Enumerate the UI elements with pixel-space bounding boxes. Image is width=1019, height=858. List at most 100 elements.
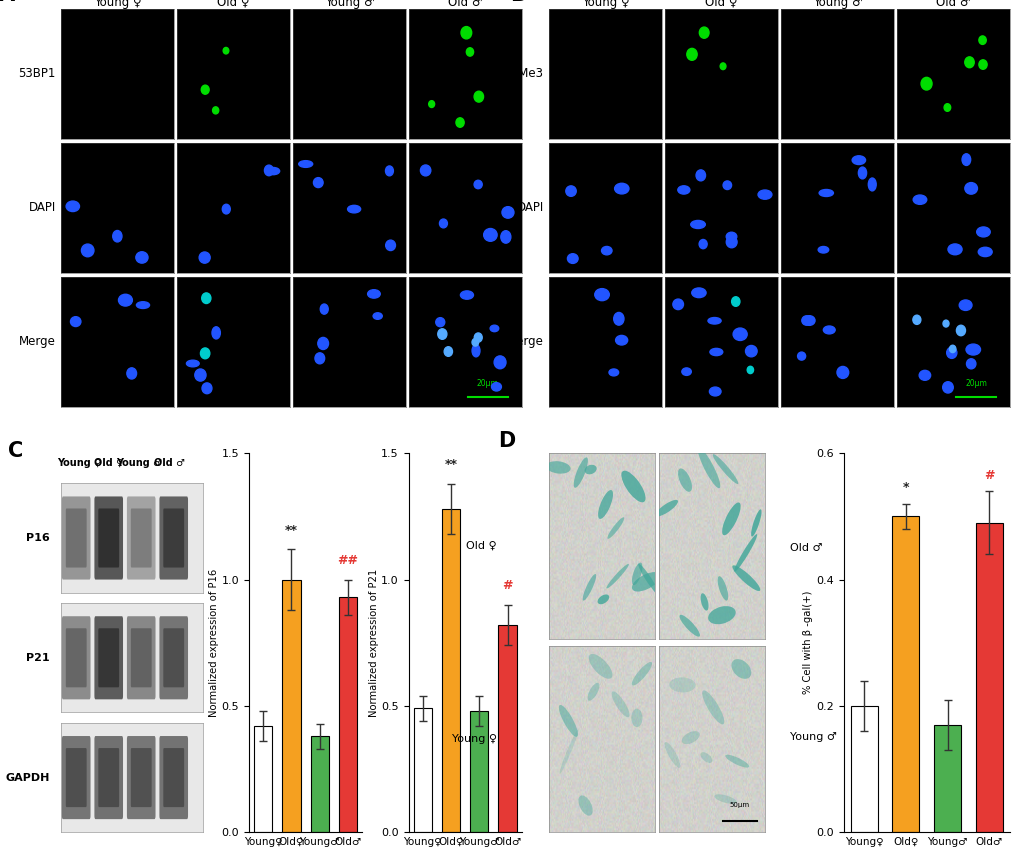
- Ellipse shape: [558, 705, 578, 737]
- FancyBboxPatch shape: [130, 628, 152, 687]
- Title: Young ♀: Young ♀: [581, 0, 629, 9]
- Ellipse shape: [837, 366, 848, 378]
- Ellipse shape: [858, 167, 866, 178]
- Ellipse shape: [797, 352, 805, 360]
- Ellipse shape: [582, 574, 595, 601]
- Ellipse shape: [212, 327, 220, 339]
- Ellipse shape: [608, 369, 619, 376]
- Ellipse shape: [137, 302, 150, 309]
- Ellipse shape: [817, 246, 827, 253]
- Ellipse shape: [732, 565, 759, 591]
- Ellipse shape: [681, 368, 691, 376]
- Ellipse shape: [757, 190, 771, 199]
- Ellipse shape: [420, 165, 430, 176]
- Ellipse shape: [632, 572, 659, 591]
- Circle shape: [747, 366, 753, 373]
- FancyBboxPatch shape: [163, 509, 184, 567]
- Ellipse shape: [66, 201, 79, 212]
- Circle shape: [202, 293, 211, 304]
- Title: Young ♂: Young ♂: [812, 0, 861, 9]
- Ellipse shape: [946, 347, 956, 359]
- Text: **: **: [284, 523, 298, 536]
- Ellipse shape: [707, 606, 735, 625]
- Ellipse shape: [912, 195, 926, 204]
- Ellipse shape: [700, 593, 708, 611]
- Circle shape: [912, 315, 920, 324]
- Y-axis label: H3K9Me3: H3K9Me3: [487, 67, 543, 80]
- Ellipse shape: [721, 503, 740, 535]
- FancyBboxPatch shape: [130, 748, 152, 807]
- Ellipse shape: [299, 160, 313, 167]
- Ellipse shape: [126, 368, 137, 379]
- Text: C: C: [7, 441, 22, 462]
- Y-axis label: DAPI: DAPI: [516, 201, 543, 214]
- Text: 50μm: 50μm: [729, 802, 749, 808]
- Ellipse shape: [725, 755, 749, 768]
- Ellipse shape: [621, 471, 645, 502]
- Circle shape: [437, 329, 446, 339]
- Ellipse shape: [587, 683, 599, 701]
- FancyBboxPatch shape: [98, 748, 119, 807]
- Ellipse shape: [195, 369, 206, 381]
- Ellipse shape: [678, 186, 689, 194]
- Title: Young ♀: Young ♀: [94, 0, 142, 9]
- Ellipse shape: [709, 387, 720, 396]
- Circle shape: [461, 27, 471, 39]
- Ellipse shape: [320, 304, 328, 314]
- FancyBboxPatch shape: [62, 497, 91, 579]
- Ellipse shape: [578, 795, 592, 816]
- Circle shape: [201, 348, 210, 359]
- FancyBboxPatch shape: [66, 509, 87, 567]
- Ellipse shape: [315, 353, 324, 364]
- Ellipse shape: [613, 312, 624, 325]
- Ellipse shape: [566, 186, 576, 196]
- Ellipse shape: [726, 233, 736, 241]
- Ellipse shape: [615, 335, 627, 345]
- Ellipse shape: [942, 382, 953, 393]
- Text: Old ♂: Old ♂: [154, 458, 184, 468]
- Y-axis label: % Cell with β -gal(+): % Cell with β -gal(+): [803, 591, 812, 694]
- Circle shape: [466, 48, 473, 56]
- Bar: [470, 711, 488, 832]
- Text: D: D: [498, 431, 516, 451]
- Ellipse shape: [698, 239, 706, 249]
- Bar: [933, 725, 960, 832]
- Ellipse shape: [961, 154, 970, 166]
- Ellipse shape: [597, 490, 612, 519]
- Ellipse shape: [136, 251, 148, 263]
- Ellipse shape: [501, 207, 514, 218]
- Circle shape: [943, 320, 948, 327]
- Ellipse shape: [606, 517, 624, 539]
- FancyBboxPatch shape: [163, 748, 184, 807]
- Ellipse shape: [614, 184, 629, 194]
- Ellipse shape: [606, 564, 628, 589]
- Circle shape: [443, 347, 452, 356]
- Circle shape: [949, 345, 955, 353]
- Text: **: **: [444, 458, 458, 471]
- Ellipse shape: [731, 659, 751, 679]
- Bar: [338, 597, 357, 832]
- Text: Old ♀: Old ♀: [94, 458, 123, 468]
- Ellipse shape: [947, 244, 961, 255]
- Y-axis label: Normalized expression of P16: Normalized expression of P16: [209, 569, 219, 716]
- Text: Young ♂: Young ♂: [789, 733, 836, 742]
- Y-axis label: DAPI: DAPI: [29, 201, 56, 214]
- Ellipse shape: [267, 167, 279, 175]
- Bar: [282, 579, 301, 832]
- Ellipse shape: [801, 316, 811, 325]
- Ellipse shape: [664, 742, 680, 768]
- Ellipse shape: [500, 231, 511, 243]
- Ellipse shape: [712, 454, 738, 484]
- Ellipse shape: [697, 448, 719, 488]
- Bar: [892, 517, 918, 832]
- Text: 20μm: 20μm: [964, 379, 986, 389]
- Ellipse shape: [491, 383, 501, 391]
- Y-axis label: Merge: Merge: [506, 335, 543, 348]
- Ellipse shape: [726, 236, 737, 248]
- Bar: [441, 509, 460, 832]
- Ellipse shape: [435, 317, 444, 327]
- Ellipse shape: [713, 795, 736, 804]
- Bar: [850, 706, 877, 832]
- Ellipse shape: [965, 344, 979, 355]
- Ellipse shape: [655, 500, 678, 517]
